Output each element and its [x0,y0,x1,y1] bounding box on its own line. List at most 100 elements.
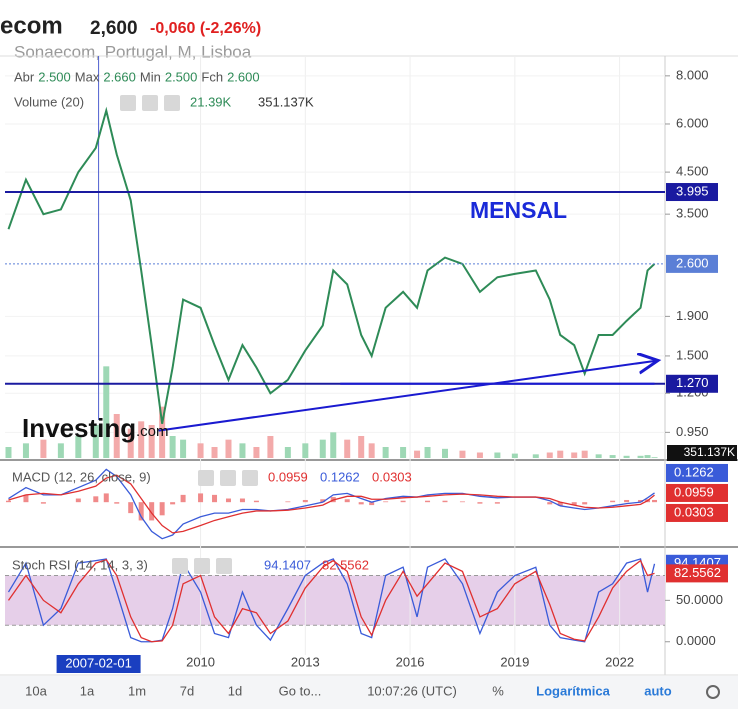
price: 2,600 [90,18,138,39]
macd-histogram [138,502,144,521]
ohlc: Max [75,69,100,84]
x-tick-label: 2016 [396,654,425,669]
volume-bar [211,447,218,458]
volume-bar [595,454,602,458]
volume-bar [511,453,518,458]
x-tick-label: 2022 [605,654,634,669]
icon[interactable] [142,95,158,111]
icon[interactable] [172,558,188,574]
icon[interactable] [194,558,210,574]
macd-histogram [23,494,29,503]
volume-bar [302,443,309,458]
macd-histogram [344,499,350,503]
volume-bar [368,443,375,458]
toolbar-item[interactable]: auto [644,683,672,698]
volume-title: Volume (20) [14,94,84,109]
macd-histogram [638,499,644,503]
macd-badge [666,463,728,482]
macd-title: MACD (12, 26, close, 9) [12,469,151,484]
ohlc: 2.500 [165,69,198,84]
macd-badge-label: 0.0303 [674,504,714,519]
price-badge [666,374,718,393]
ohlc: Fch [201,69,223,84]
toolbar-item[interactable]: Logarítmica [536,683,610,698]
volume-bar [169,436,176,458]
settings-icon[interactable] [706,685,720,699]
y-tick-label: 8.000 [676,67,709,82]
icon[interactable] [198,470,214,486]
macd-histogram [610,500,616,503]
toolbar-item[interactable]: 1m [128,683,146,698]
toolbar-item[interactable]: 1a [80,683,95,698]
volume-bar [546,452,553,458]
macd-histogram [285,501,291,503]
y-tick-label: 4.500 [676,164,709,179]
volume-bar [414,450,421,458]
toolbar-item[interactable]: % [492,683,504,698]
macd-histogram [198,493,204,503]
volume-bar [22,443,29,458]
macd-histogram [180,494,186,503]
macd-histogram [159,502,165,516]
ohlc: 2.500 [38,69,71,84]
icon[interactable] [242,470,258,486]
macd-histogram [40,502,46,504]
volume-bar [330,432,337,458]
price-badge [666,254,718,273]
y-tick-label: 0.0000 [676,633,716,648]
macd-histogram [253,500,259,503]
volume-bar [651,457,658,458]
icon[interactable] [216,558,232,574]
volume-bar [138,421,145,458]
toolbar-item[interactable]: 10a [25,683,47,698]
logo-suffix: .com [136,423,169,440]
volume-bar [253,447,260,458]
volume-bar [57,443,64,458]
toolbar-item[interactable]: 10:07:26 (UTC) [367,683,457,698]
volume-bar [623,455,630,458]
stoch-value: 82.5562 [322,557,369,572]
volume-bar [557,450,564,458]
volume-bar [400,447,407,458]
volume-axis-badge [667,445,737,461]
volume-bar [5,447,12,458]
stoch-value: 94.1407 [264,557,311,572]
macd-histogram [477,502,483,504]
x-tick-label: 2013 [291,654,320,669]
volume-bar [581,450,588,458]
icon[interactable] [220,470,236,486]
y-tick-label: 1.500 [676,347,709,362]
change: -0,060 (-2,26%) [150,20,261,37]
macd-value: 0.0959 [268,469,308,484]
toolbar-item[interactable]: Go to... [279,683,322,698]
macd-histogram [494,502,500,504]
toolbar-item[interactable]: 7d [180,683,194,698]
macd-histogram [624,499,630,503]
y-tick-label: 6.000 [676,115,709,130]
volume-bar [319,439,326,458]
macd-value: 0.0303 [372,469,412,484]
icon[interactable] [164,95,180,111]
macd-histogram [170,502,176,505]
volume-bar [113,414,120,458]
volume-bar [442,448,448,458]
macd-histogram [400,500,406,503]
toolbar-item[interactable]: 1d [228,683,242,698]
macd-histogram [557,502,563,506]
volume-bar [358,436,365,458]
crosshair-label: 2007-02-01 [65,655,132,670]
volume-bar [532,454,539,458]
volume-bar [494,452,501,458]
volume-bar [424,447,431,458]
macd-histogram [93,496,99,503]
macd-histogram [571,502,577,506]
annotation: MENSAL [470,197,567,223]
icon[interactable] [120,95,136,111]
macd-histogram [75,498,81,503]
volume-bar [75,436,82,458]
macd-badge [666,483,728,502]
macd-histogram [652,499,658,503]
volume-bar [284,447,291,458]
volume-axis-label: 351.137K [684,445,735,459]
